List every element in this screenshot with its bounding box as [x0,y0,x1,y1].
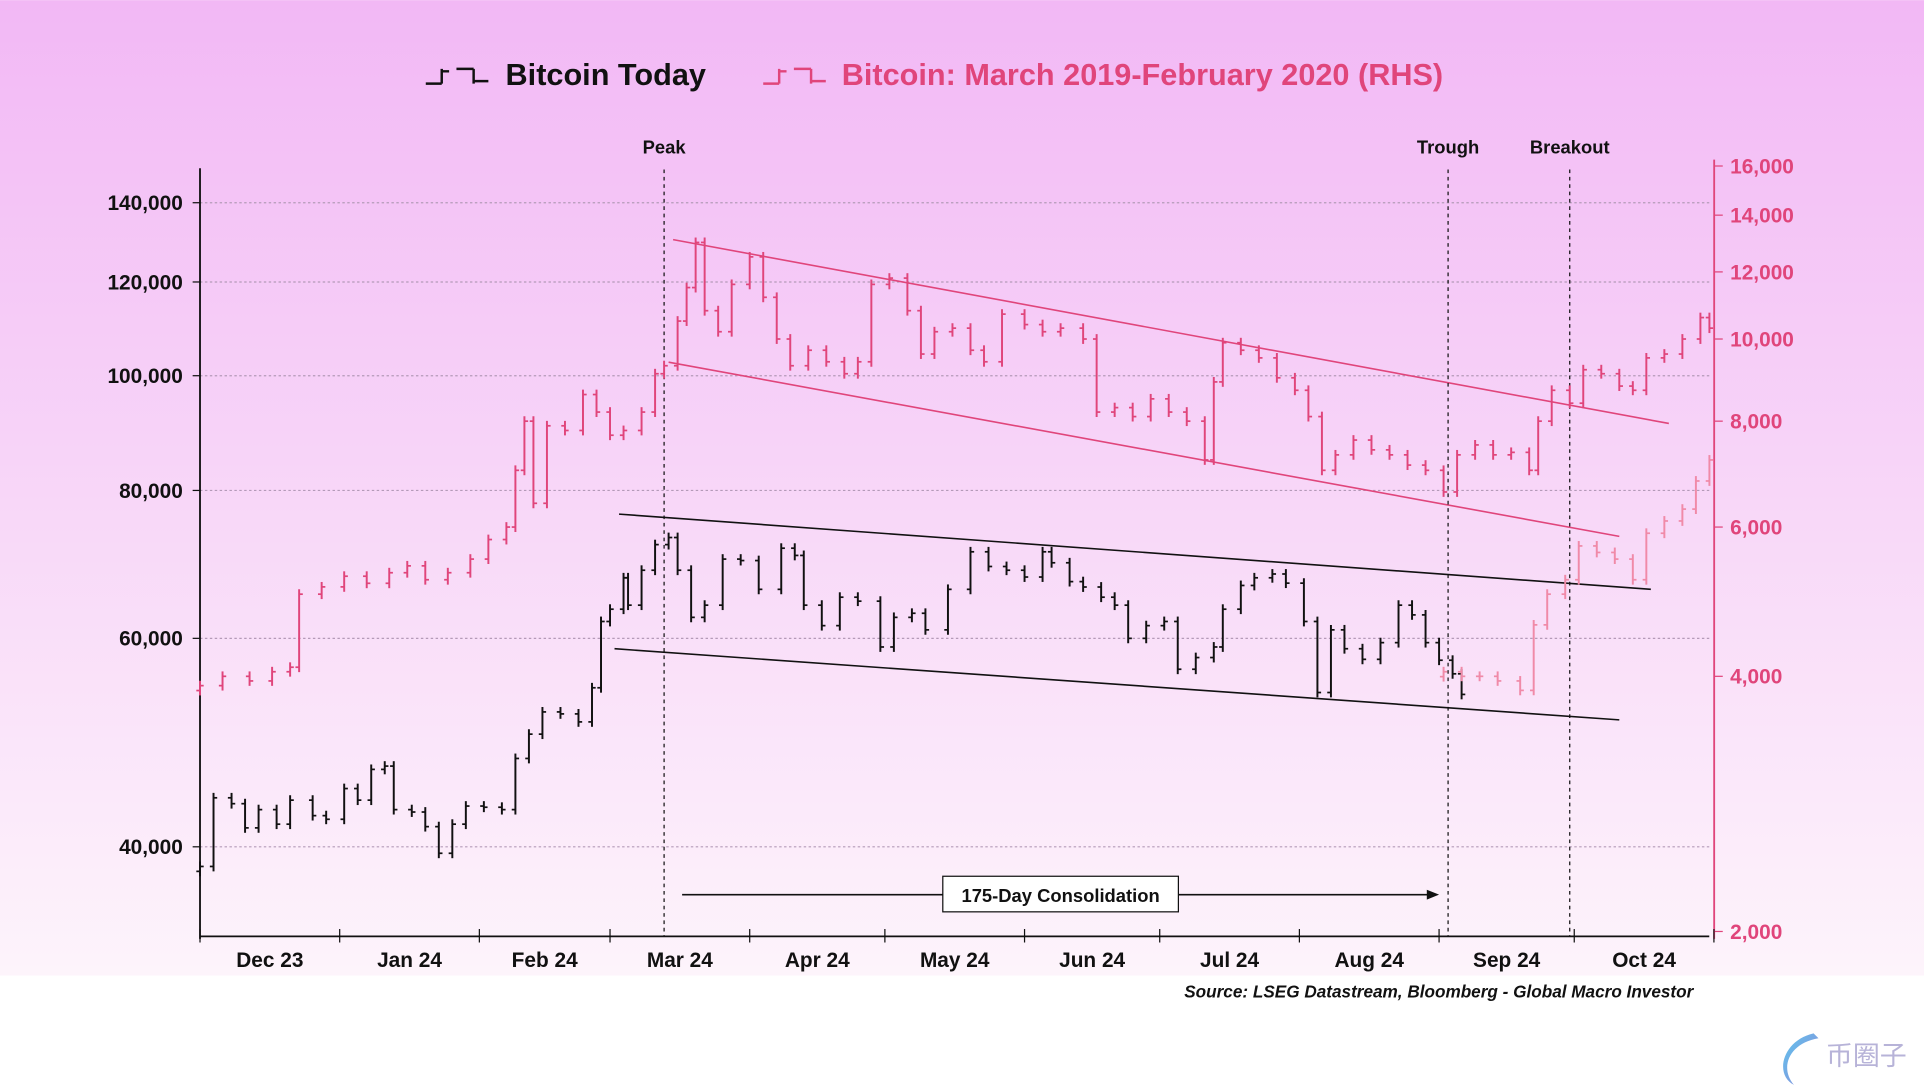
y-right-tick-label: 10,000 [1730,328,1794,351]
legend-label-rhs: Bitcoin: March 2019-February 2020 (RHS) [842,58,1443,92]
y-right-tick-label: 2,000 [1730,921,1782,944]
channel-trendline [672,238,1670,425]
x-tick-label: Feb 24 [512,949,578,972]
x-tick-label: Apr 24 [785,949,850,972]
y-left-tick-label: 100,000 [107,365,182,388]
x-tick-label: Dec 23 [236,949,303,972]
legend-label-today: Bitcoin Today [506,58,706,92]
y-right-tick-label: 8,000 [1730,411,1782,434]
plot-background [0,0,1924,976]
y-right-tick-label: 16,000 [1730,155,1794,178]
arrowhead-icon [1426,889,1440,900]
y-left-tick-label: 80,000 [119,480,183,503]
legend-marker-today [425,67,489,85]
series-0 [196,532,1466,877]
consolidation-label: 175-Day Consolidation [961,885,1159,906]
event-label: Breakout [1530,137,1610,158]
channel-trendline [614,647,1620,721]
consolidation-label-box [942,875,1180,913]
x-tick-label: Jun 24 [1059,949,1125,972]
channel-trendline [618,513,1651,591]
y-left-tick-label: 120,000 [107,271,182,294]
source-note: Source: LSEG Datastream, Bloomberg - Glo… [1184,982,1694,1002]
x-tick-label: Jan 24 [377,949,442,972]
x-tick-label: Sep 24 [1473,949,1541,972]
legend: Bitcoin Today Bitcoin: March 2019-Februa… [425,58,1443,92]
series-2 [1439,455,1714,696]
channel-trendline [668,361,1620,538]
svg-text:币圈子: 币圈子 [1826,1041,1907,1072]
legend-marker-rhs [763,67,826,85]
y-left-tick-label: 60,000 [119,628,183,651]
x-tick-label: Jul 24 [1200,949,1259,972]
y-right-tick-label: 14,000 [1730,205,1794,228]
y-left-tick-label: 140,000 [107,192,182,215]
footer-background [0,975,1924,1085]
series-1 [196,237,1714,696]
y-right-tick-label: 6,000 [1730,516,1782,539]
x-tick-label: Mar 24 [647,949,713,972]
x-tick-label: Oct 24 [1612,949,1676,972]
x-tick-label: May 24 [920,949,990,972]
x-tick-label: Aug 24 [1334,949,1404,972]
y-right-tick-label: 12,000 [1730,261,1794,284]
y-left-tick-label: 40,000 [119,836,183,859]
event-label: Trough [1417,137,1479,158]
y-right-tick-label: 4,000 [1730,666,1782,689]
event-label: Peak [643,137,687,158]
watermark-logo: 币圈子 [1783,1033,1907,1085]
